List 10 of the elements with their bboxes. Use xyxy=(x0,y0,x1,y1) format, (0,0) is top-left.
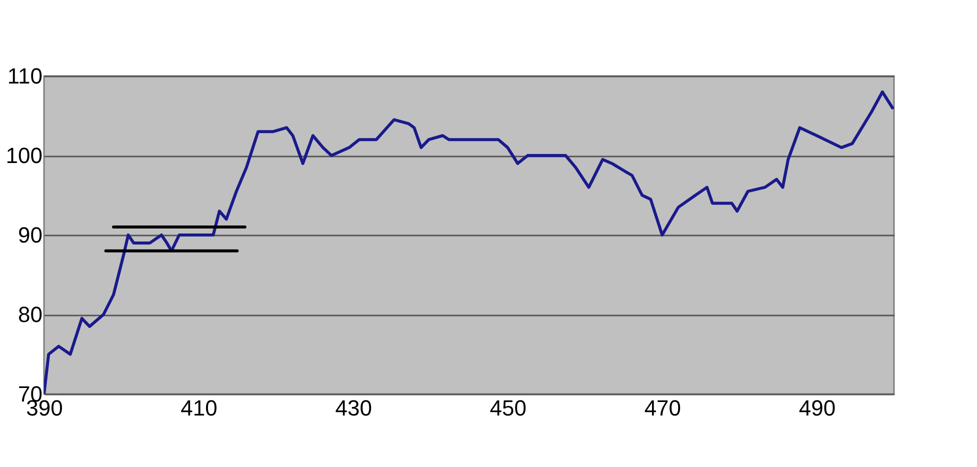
x-tick-label: 430 xyxy=(335,396,372,420)
x-tick-label: 490 xyxy=(798,396,836,420)
y-tick-label: 100 xyxy=(6,143,42,168)
line-series xyxy=(44,90,894,394)
x-tick-label: 470 xyxy=(644,396,682,420)
y-tick-label: 90 xyxy=(18,222,42,248)
y-tick-label: 80 xyxy=(18,302,42,327)
x-tick-label: 450 xyxy=(490,396,526,420)
y-tick-label: 110 xyxy=(7,64,42,88)
x-tick-label: 410 xyxy=(180,396,218,420)
